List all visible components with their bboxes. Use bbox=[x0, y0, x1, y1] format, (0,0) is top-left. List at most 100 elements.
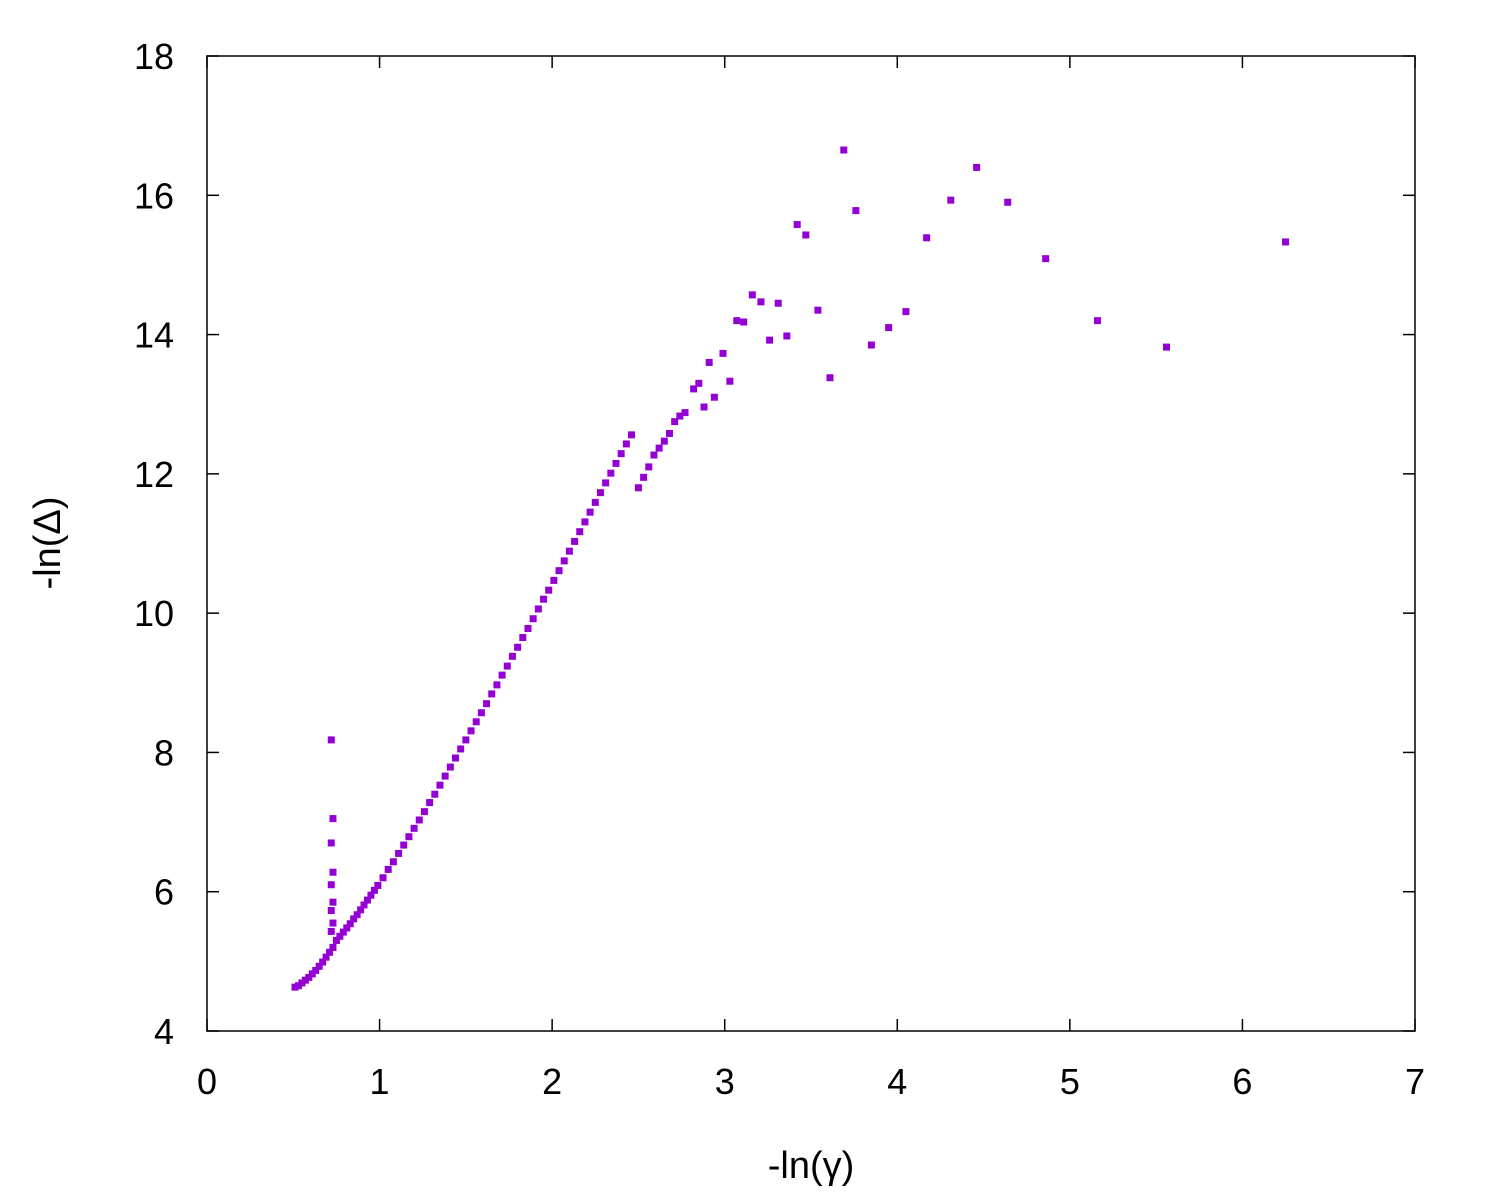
data-point bbox=[319, 958, 327, 966]
y-axis-label: -ln(Δ) bbox=[27, 497, 69, 590]
data-point bbox=[565, 547, 573, 555]
data-point bbox=[1042, 255, 1050, 263]
data-point bbox=[885, 324, 893, 332]
data-point bbox=[332, 936, 340, 944]
data-point bbox=[327, 927, 335, 935]
data-point bbox=[452, 754, 460, 762]
data-point bbox=[757, 298, 765, 306]
data-point bbox=[322, 953, 330, 961]
data-point bbox=[329, 919, 337, 927]
data-point bbox=[363, 896, 371, 904]
data-point bbox=[395, 849, 403, 857]
data-point bbox=[628, 431, 636, 439]
x-tick-labels: 0 1 2 3 4 5 6 7 bbox=[197, 1061, 1425, 1102]
data-point bbox=[555, 567, 563, 575]
x-tick-label: 4 bbox=[887, 1061, 907, 1102]
data-point bbox=[350, 915, 358, 923]
data-point bbox=[545, 586, 553, 594]
data-point bbox=[634, 484, 642, 492]
data-point bbox=[783, 332, 791, 340]
data-point bbox=[690, 385, 698, 393]
data-point bbox=[483, 700, 491, 708]
data-point bbox=[519, 634, 527, 642]
y-tick-labels: 4 6 8 10 12 14 16 18 bbox=[134, 36, 174, 1052]
data-point bbox=[733, 317, 741, 325]
data-point bbox=[660, 437, 668, 445]
data-point bbox=[329, 868, 337, 876]
data-point bbox=[389, 858, 397, 866]
y-tick-label: 16 bbox=[134, 175, 174, 216]
data-point bbox=[596, 489, 604, 497]
data-point bbox=[327, 839, 335, 847]
data-point bbox=[681, 409, 689, 417]
data-point bbox=[550, 576, 558, 584]
y-tick-label: 4 bbox=[154, 1011, 174, 1052]
data-point bbox=[766, 336, 774, 344]
data-point bbox=[457, 745, 465, 753]
y-tick-label: 18 bbox=[134, 36, 174, 77]
data-point bbox=[327, 907, 335, 915]
data-point bbox=[622, 440, 630, 448]
data-point bbox=[852, 207, 860, 215]
data-point bbox=[612, 459, 620, 467]
data-point bbox=[329, 943, 337, 951]
y-tick-label: 14 bbox=[134, 315, 174, 356]
data-point bbox=[462, 736, 470, 744]
data-point bbox=[576, 528, 584, 536]
data-point bbox=[472, 718, 480, 726]
x-tick-label: 2 bbox=[542, 1061, 562, 1102]
data-point bbox=[327, 881, 335, 889]
data-point bbox=[602, 479, 610, 487]
data-point bbox=[420, 808, 428, 816]
x-axis-label: -ln(γ) bbox=[768, 1145, 855, 1187]
data-point bbox=[867, 341, 875, 349]
data-point bbox=[1282, 238, 1290, 246]
data-point bbox=[802, 231, 810, 239]
data-point bbox=[360, 901, 368, 909]
data-point bbox=[695, 379, 703, 387]
data-point bbox=[645, 463, 653, 471]
data-point bbox=[498, 671, 506, 679]
data-point bbox=[436, 781, 444, 789]
data-point bbox=[315, 962, 323, 970]
y-tick-label: 6 bbox=[154, 872, 174, 913]
data-point bbox=[947, 196, 955, 204]
data-point bbox=[343, 924, 351, 932]
x-tick-label: 6 bbox=[1232, 1061, 1252, 1102]
data-points bbox=[291, 146, 1290, 991]
data-point bbox=[467, 727, 475, 735]
data-point bbox=[814, 306, 822, 314]
data-point bbox=[336, 932, 344, 940]
data-point bbox=[700, 403, 708, 411]
data-point bbox=[591, 498, 599, 506]
data-point bbox=[446, 763, 454, 771]
data-point bbox=[488, 690, 496, 698]
data-point bbox=[560, 557, 568, 565]
data-point bbox=[607, 469, 615, 477]
data-point bbox=[493, 681, 501, 689]
data-point bbox=[346, 920, 354, 928]
data-point bbox=[774, 299, 782, 307]
y-tick-label: 12 bbox=[134, 454, 174, 495]
plot-frame bbox=[206, 55, 1416, 1032]
data-point bbox=[370, 886, 378, 894]
data-point bbox=[339, 928, 347, 936]
data-point bbox=[671, 418, 679, 426]
data-point bbox=[640, 473, 648, 481]
data-point bbox=[410, 824, 418, 832]
data-point bbox=[1004, 198, 1012, 206]
data-point bbox=[367, 891, 375, 899]
data-point bbox=[374, 881, 382, 889]
data-point bbox=[710, 393, 718, 401]
data-point bbox=[1093, 317, 1101, 325]
data-point bbox=[581, 518, 589, 526]
data-point bbox=[617, 450, 625, 458]
data-point bbox=[840, 146, 848, 154]
data-point bbox=[312, 966, 320, 974]
data-point bbox=[477, 709, 485, 717]
data-point bbox=[405, 833, 413, 841]
y-tick-label: 10 bbox=[134, 593, 174, 634]
data-point bbox=[540, 595, 548, 603]
data-point bbox=[902, 308, 910, 316]
